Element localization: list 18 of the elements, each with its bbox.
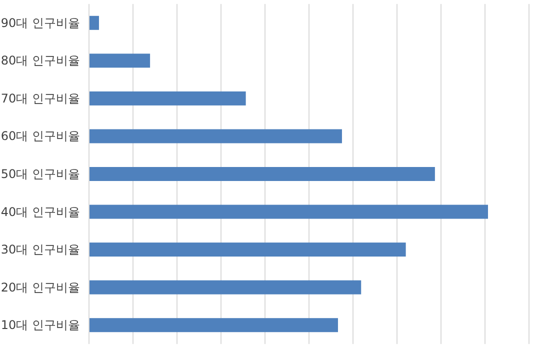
- bar: [89, 91, 246, 106]
- bar: [89, 204, 488, 219]
- y-tick-label: 30대 인구비율: [0, 242, 80, 257]
- y-tick-label: 80대 인구비율: [0, 54, 80, 68]
- bar: [89, 318, 338, 332]
- y-tick-label: 10대 인구비율: [0, 318, 80, 332]
- y-tick-label: 50대 인구비율: [0, 167, 80, 181]
- bar: [89, 129, 342, 144]
- y-tick-label: 60대 인구비율: [0, 129, 80, 144]
- y-tick-label: 90대 인구비율: [0, 16, 80, 30]
- bar: [89, 280, 362, 294]
- bar: [89, 167, 435, 181]
- bar: [89, 16, 99, 30]
- y-tick-label: 70대 인구비율: [0, 91, 80, 106]
- bar: [89, 54, 150, 68]
- bar: [89, 242, 406, 257]
- y-tick-label: 20대 인구비율: [0, 280, 80, 294]
- y-tick-label: 40대 인구비율: [0, 204, 80, 219]
